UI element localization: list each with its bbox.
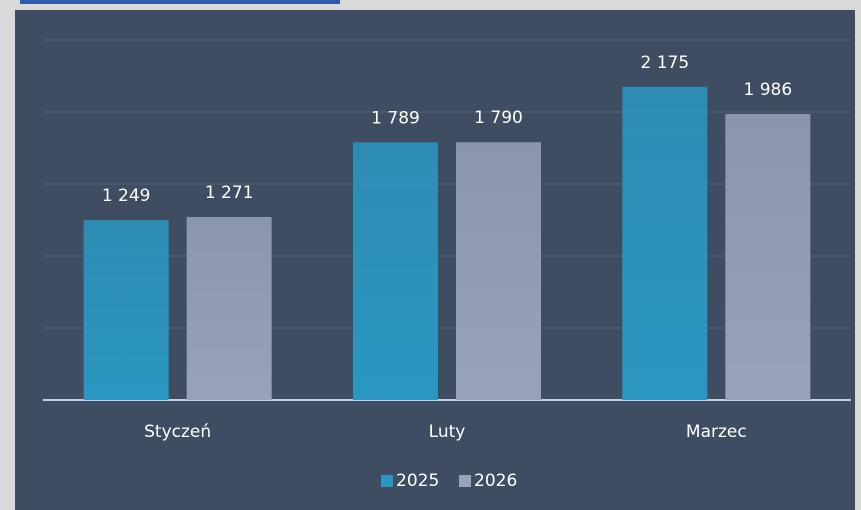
legend-swatch (459, 475, 471, 487)
x-tick-label: Luty (429, 422, 466, 442)
data-label: 1 249 (102, 186, 151, 206)
data-label: 1 271 (205, 183, 254, 203)
data-label: 2 175 (640, 53, 689, 73)
data-label: 1 789 (371, 108, 420, 128)
x-tick-label: Styczeń (144, 422, 211, 442)
bar (456, 142, 541, 401)
bar (83, 220, 169, 400)
bar (353, 142, 438, 400)
data-label: 1 986 (743, 80, 792, 100)
legend-label: 2026 (474, 471, 517, 491)
legend-swatch (381, 475, 393, 487)
x-tick-label: Marzec (686, 422, 747, 442)
legend-label: 2025 (396, 471, 439, 491)
data-label: 1 790 (474, 108, 523, 128)
bar (622, 86, 708, 401)
bar (186, 216, 272, 400)
bar (725, 114, 811, 401)
cut-title-strip (20, 0, 340, 4)
